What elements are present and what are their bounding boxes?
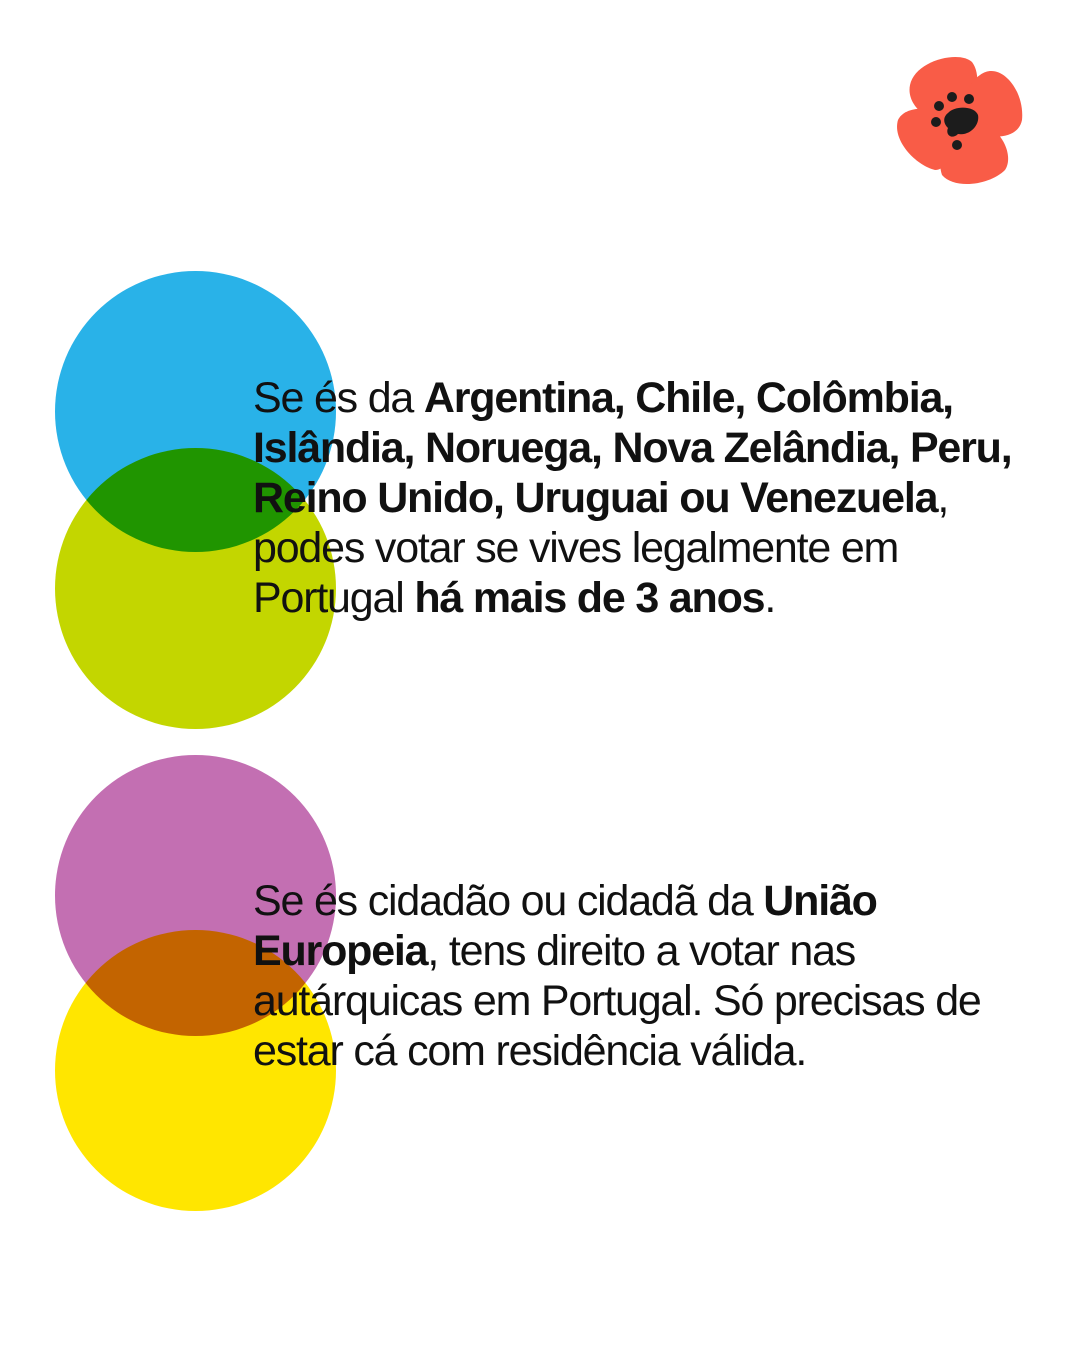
text-segment: Se és cidadão ou cidadã da <box>253 877 764 925</box>
eligibility-text-non-eu: Se és da Argentina, Chile, Colômbia, Isl… <box>253 373 1053 623</box>
poppy-flower-icon <box>897 56 1023 185</box>
text-segment: . <box>764 574 776 622</box>
text-segment: Se és da <box>253 374 424 422</box>
country-list: Argentina, Chile, Colômbia, Islândia, No… <box>253 374 1013 522</box>
lime-circle <box>55 448 336 729</box>
text-segment: , tens direito a votar nas autárquicas e… <box>253 927 982 1075</box>
residency-requirement: há mais de 3 anos <box>414 574 765 622</box>
eligibility-text-eu: Se és cidadão ou cidadã da União Europei… <box>253 876 1053 1076</box>
eu-highlight: União Europeia <box>253 877 878 975</box>
yellow-circle <box>55 930 336 1211</box>
text-segment: , podes votar se vives legalmente em Por… <box>253 474 949 622</box>
